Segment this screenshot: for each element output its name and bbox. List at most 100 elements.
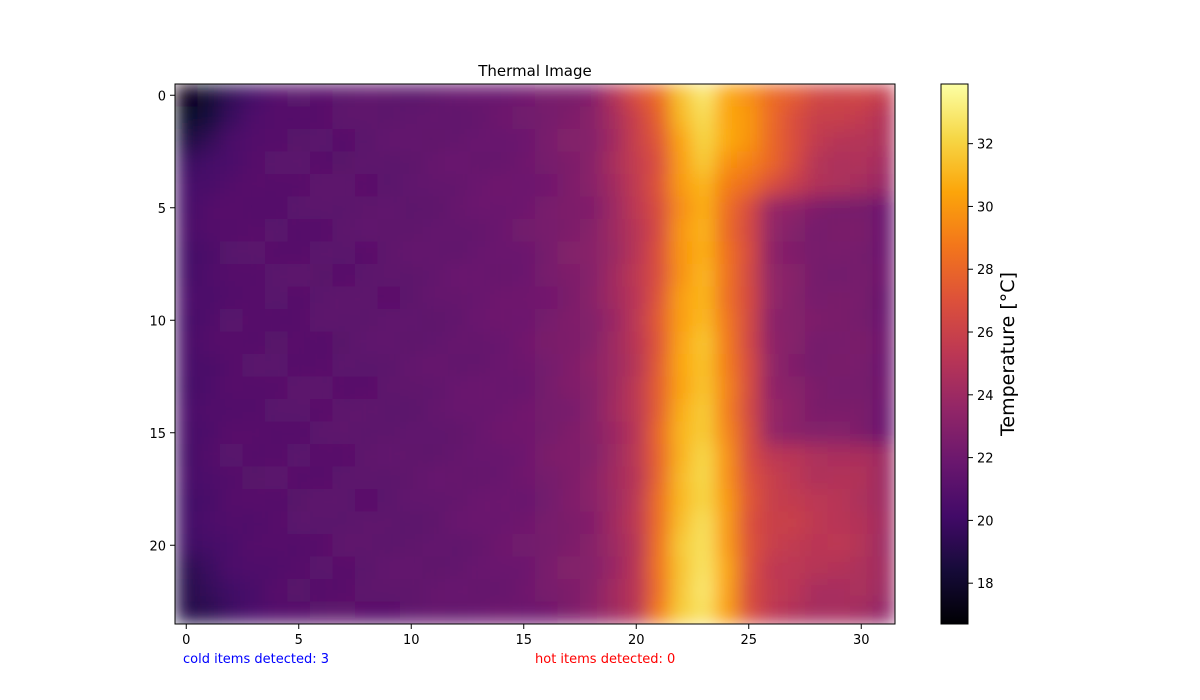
heatmap-cell xyxy=(220,264,244,288)
heatmap-cell xyxy=(535,241,559,265)
heatmap-cell xyxy=(602,286,626,310)
heatmap-cell xyxy=(715,196,739,220)
heatmap-cell xyxy=(400,286,424,310)
heatmap-cell xyxy=(625,376,649,400)
heatmap-cell xyxy=(332,399,356,423)
x-axis: 0 5 10 15 20 25 30 xyxy=(182,624,870,648)
heatmap-cell xyxy=(422,466,446,490)
heatmap-cell xyxy=(220,309,244,333)
heatmap-cell xyxy=(625,151,649,175)
heatmap-cell xyxy=(692,556,716,580)
heatmap-cell xyxy=(805,444,829,468)
heatmap-cell xyxy=(647,444,671,468)
heatmap-cell xyxy=(175,601,199,624)
heatmap-cell xyxy=(602,399,626,423)
heatmap-cell xyxy=(220,421,244,445)
heatmap-cell xyxy=(310,354,334,378)
heatmap-cell xyxy=(512,556,536,580)
heatmap-cell xyxy=(265,511,289,535)
heatmap-cell xyxy=(805,399,829,423)
heatmap-cell xyxy=(580,444,604,468)
heatmap-cell xyxy=(512,219,536,243)
heatmap-cell xyxy=(377,354,401,378)
heatmap-cell xyxy=(197,196,221,220)
heatmap-cell xyxy=(220,196,244,220)
heatmap-cell xyxy=(670,286,694,310)
heatmap-cell xyxy=(287,174,311,198)
heatmap-cell xyxy=(692,489,716,513)
heatmap-cell xyxy=(265,489,289,513)
heatmap-cell xyxy=(850,421,874,445)
heatmap-cell xyxy=(377,466,401,490)
heatmap-cell xyxy=(445,601,469,624)
heatmap-cell xyxy=(310,219,334,243)
heatmap-cell xyxy=(805,376,829,400)
heatmap-cell xyxy=(332,444,356,468)
heatmap-cell xyxy=(782,466,806,490)
heatmap-cell xyxy=(377,444,401,468)
heatmap-cell xyxy=(535,151,559,175)
heatmap-cell xyxy=(760,219,784,243)
heatmap-cell xyxy=(332,309,356,333)
heatmap-cell xyxy=(715,376,739,400)
heatmap-cell xyxy=(197,421,221,445)
heatmap-cell xyxy=(377,376,401,400)
heatmap-cell xyxy=(602,241,626,265)
heatmap-cell xyxy=(445,444,469,468)
heatmap-cell xyxy=(445,331,469,355)
heatmap-cell xyxy=(760,241,784,265)
colorbar-tick-label: 28 xyxy=(977,263,994,278)
heatmap-cell xyxy=(782,376,806,400)
heatmap-cell xyxy=(737,309,761,333)
heatmap-cell xyxy=(265,399,289,423)
heatmap-cell xyxy=(512,174,536,198)
hot-items-status: hot items detected: 0 xyxy=(535,652,676,667)
heatmap-cell xyxy=(782,241,806,265)
heatmap-cell xyxy=(512,421,536,445)
heatmap-cell xyxy=(310,196,334,220)
heatmap-cell xyxy=(422,151,446,175)
heatmap-cell xyxy=(850,534,874,558)
heatmap-cell xyxy=(602,601,626,624)
heatmap-cell xyxy=(490,534,514,558)
x-tick-label: 15 xyxy=(515,633,532,648)
heatmap-cell xyxy=(557,601,581,624)
x-tick-label: 30 xyxy=(853,633,870,648)
heatmap-cell xyxy=(197,129,221,153)
heatmap-cell xyxy=(872,196,895,220)
heatmap-cell xyxy=(535,466,559,490)
heatmap-cell xyxy=(490,421,514,445)
heatmap-cell xyxy=(287,376,311,400)
heatmap-cell xyxy=(782,151,806,175)
heatmap-cell xyxy=(760,129,784,153)
heatmap-cell xyxy=(310,241,334,265)
heatmap-cell xyxy=(737,196,761,220)
heatmap-cell xyxy=(580,556,604,580)
heatmap-cell xyxy=(287,511,311,535)
heatmap-cell xyxy=(737,556,761,580)
heatmap-cell xyxy=(310,444,334,468)
heatmap-cell xyxy=(265,376,289,400)
heatmap-cell xyxy=(242,106,266,130)
heatmap-cell xyxy=(332,556,356,580)
heatmap-cell xyxy=(535,264,559,288)
heatmap-cell xyxy=(782,444,806,468)
heatmap-cell xyxy=(805,129,829,153)
heatmap-cell xyxy=(737,151,761,175)
heatmap-cell xyxy=(535,174,559,198)
heatmap-cell xyxy=(377,264,401,288)
heatmap-cell xyxy=(805,219,829,243)
heatmap-cell xyxy=(602,196,626,220)
heatmap-cell xyxy=(400,601,424,624)
heatmap-cell xyxy=(805,151,829,175)
heatmap-cell xyxy=(602,421,626,445)
heatmap-cell xyxy=(827,421,851,445)
heatmap-cell xyxy=(782,399,806,423)
heatmap-cell xyxy=(670,219,694,243)
heatmap-cell xyxy=(647,534,671,558)
heatmap-cell xyxy=(490,84,514,108)
heatmap-cell xyxy=(535,106,559,130)
heatmap-cell xyxy=(647,241,671,265)
heatmap-cell xyxy=(670,556,694,580)
heatmap-cell xyxy=(490,241,514,265)
